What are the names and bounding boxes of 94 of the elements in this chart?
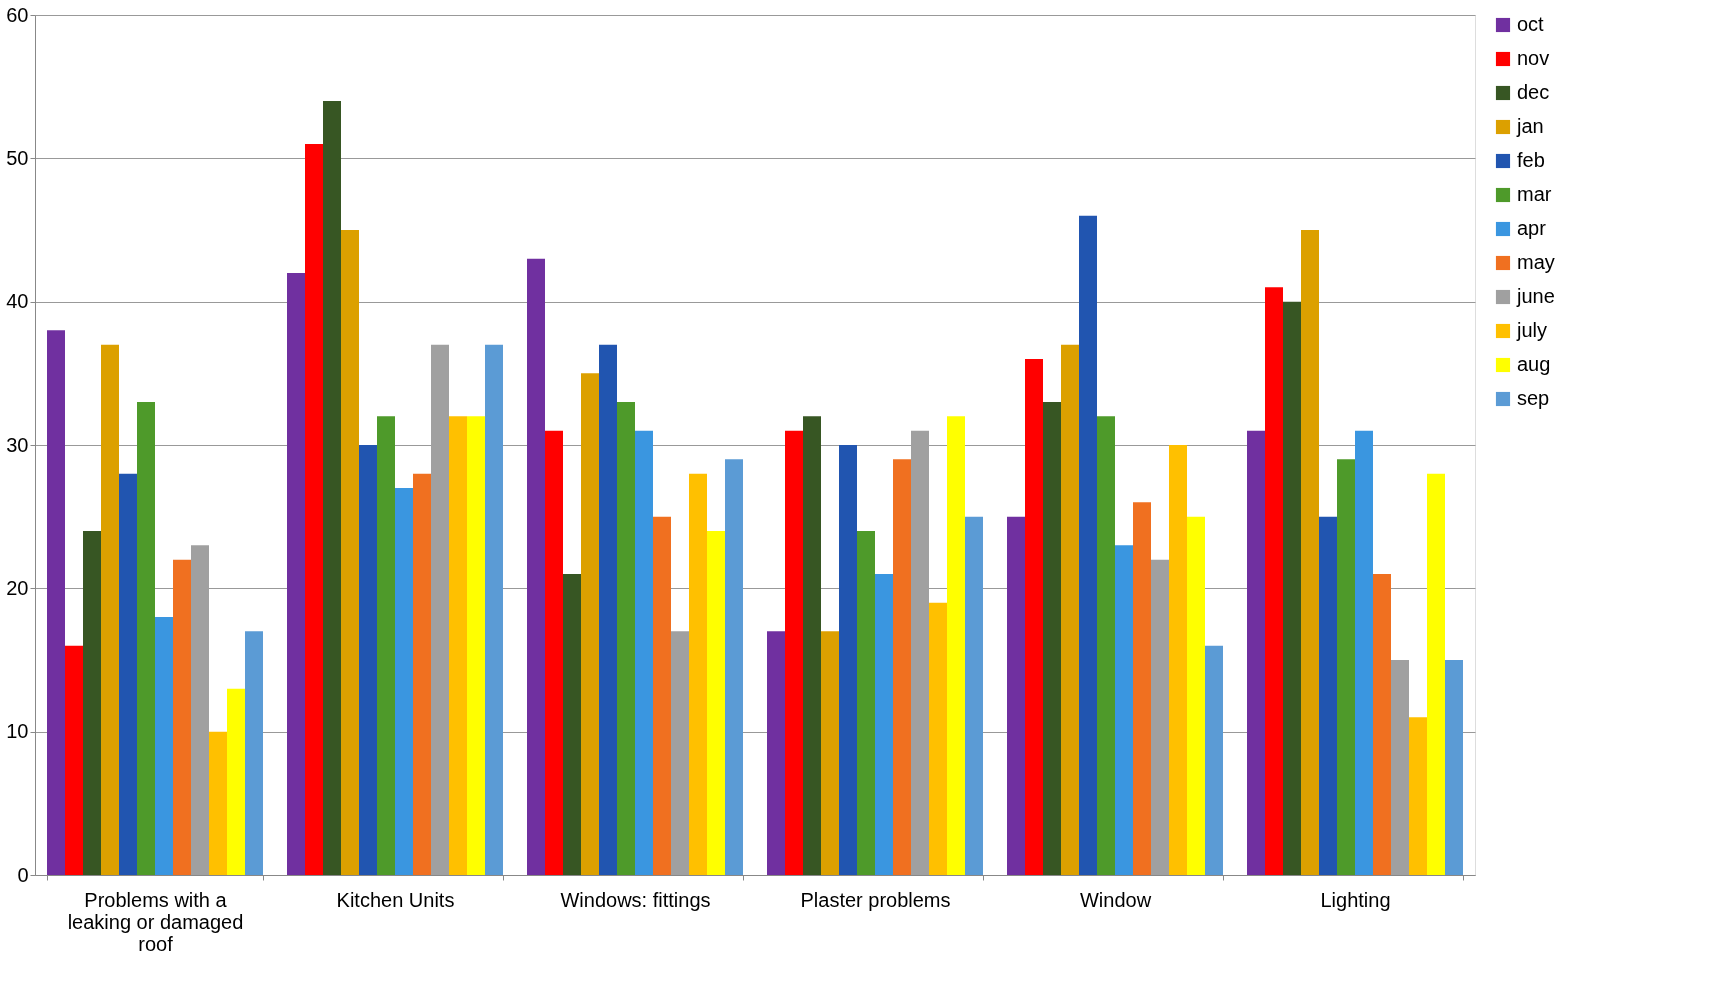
bar xyxy=(785,430,803,875)
bar xyxy=(137,402,155,875)
bar xyxy=(1319,516,1337,875)
legend-label: aug xyxy=(1517,353,1551,375)
bar xyxy=(875,574,893,875)
bar xyxy=(305,144,323,875)
legend-label: nov xyxy=(1517,47,1550,69)
bar xyxy=(1391,660,1409,875)
bar xyxy=(1007,516,1025,875)
bar xyxy=(821,631,839,875)
bar xyxy=(377,416,395,875)
bar xyxy=(1043,402,1061,875)
bar xyxy=(1265,287,1283,875)
legend-label: july xyxy=(1516,319,1548,341)
bar xyxy=(653,516,671,875)
bar xyxy=(1355,430,1373,875)
y-tick-label: 30 xyxy=(6,433,29,456)
x-tick-label: Lighting xyxy=(1320,888,1391,911)
bar xyxy=(947,416,965,875)
bar xyxy=(929,602,947,875)
bar xyxy=(341,230,359,875)
y-tick-label: 20 xyxy=(6,576,29,599)
bar xyxy=(65,645,83,875)
bar xyxy=(155,617,173,875)
bar xyxy=(1337,459,1355,875)
y-tick-label: 50 xyxy=(6,146,29,169)
bar xyxy=(839,445,857,875)
bar xyxy=(359,445,377,875)
bar xyxy=(803,416,821,875)
bar xyxy=(707,531,725,875)
bar xyxy=(725,459,743,875)
bar xyxy=(857,531,875,875)
bar xyxy=(1151,559,1169,875)
legend-label: june xyxy=(1516,285,1555,307)
bar xyxy=(1133,502,1151,875)
bar xyxy=(1373,574,1391,875)
bar xyxy=(323,101,341,875)
bar xyxy=(581,373,599,875)
bar xyxy=(1301,230,1319,875)
bar xyxy=(1079,215,1097,875)
x-tick-label: Kitchen Units xyxy=(336,888,455,911)
legend-label: sep xyxy=(1517,387,1550,409)
legend-label: oct xyxy=(1517,13,1545,35)
bar xyxy=(467,416,485,875)
bar xyxy=(527,258,545,875)
bar xyxy=(1097,416,1115,875)
bar xyxy=(209,731,227,875)
bar xyxy=(893,459,911,875)
legend-label: jan xyxy=(1516,115,1544,137)
x-tick-label: Plaster problems xyxy=(800,888,951,911)
x-tick-label: Windows: fittings xyxy=(560,888,711,911)
legend-label: mar xyxy=(1517,183,1552,205)
bar xyxy=(47,330,65,875)
bar xyxy=(485,344,503,875)
y-tick-label: 40 xyxy=(6,290,29,313)
bar xyxy=(965,516,983,875)
bar xyxy=(1427,473,1445,875)
bar xyxy=(1025,359,1043,875)
bar xyxy=(635,430,653,875)
bar xyxy=(1205,645,1223,875)
legend-label: apr xyxy=(1517,217,1547,239)
x-tick-label: Problems with a leaking or damaged roof xyxy=(67,888,244,955)
bar xyxy=(227,688,245,875)
bar xyxy=(449,416,467,875)
bar xyxy=(101,344,119,875)
y-tick-label: 10 xyxy=(6,720,29,743)
bar xyxy=(767,631,785,875)
bar xyxy=(545,430,563,875)
bar xyxy=(563,574,581,875)
bar xyxy=(395,488,413,875)
legend-label: feb xyxy=(1517,149,1545,171)
bar xyxy=(1169,445,1187,875)
bar xyxy=(287,273,305,875)
x-tick-label: Window xyxy=(1079,888,1152,911)
bar xyxy=(119,473,137,875)
bar xyxy=(1115,545,1133,875)
bar xyxy=(1187,516,1205,875)
y-tick-label: 0 xyxy=(17,863,29,886)
bar xyxy=(245,631,263,875)
bar xyxy=(173,559,191,875)
bar xyxy=(1445,660,1463,875)
bar xyxy=(1409,717,1427,875)
bar xyxy=(1061,344,1079,875)
bar xyxy=(599,344,617,875)
bar xyxy=(689,473,707,875)
bar xyxy=(83,531,101,875)
bar xyxy=(413,473,431,875)
y-tick-label: 60 xyxy=(6,3,29,26)
legend-label: dec xyxy=(1517,81,1550,103)
bar xyxy=(1247,430,1265,875)
legend-label: may xyxy=(1517,251,1555,273)
bar xyxy=(1283,301,1301,875)
bar xyxy=(671,631,689,875)
bar xyxy=(617,402,635,875)
